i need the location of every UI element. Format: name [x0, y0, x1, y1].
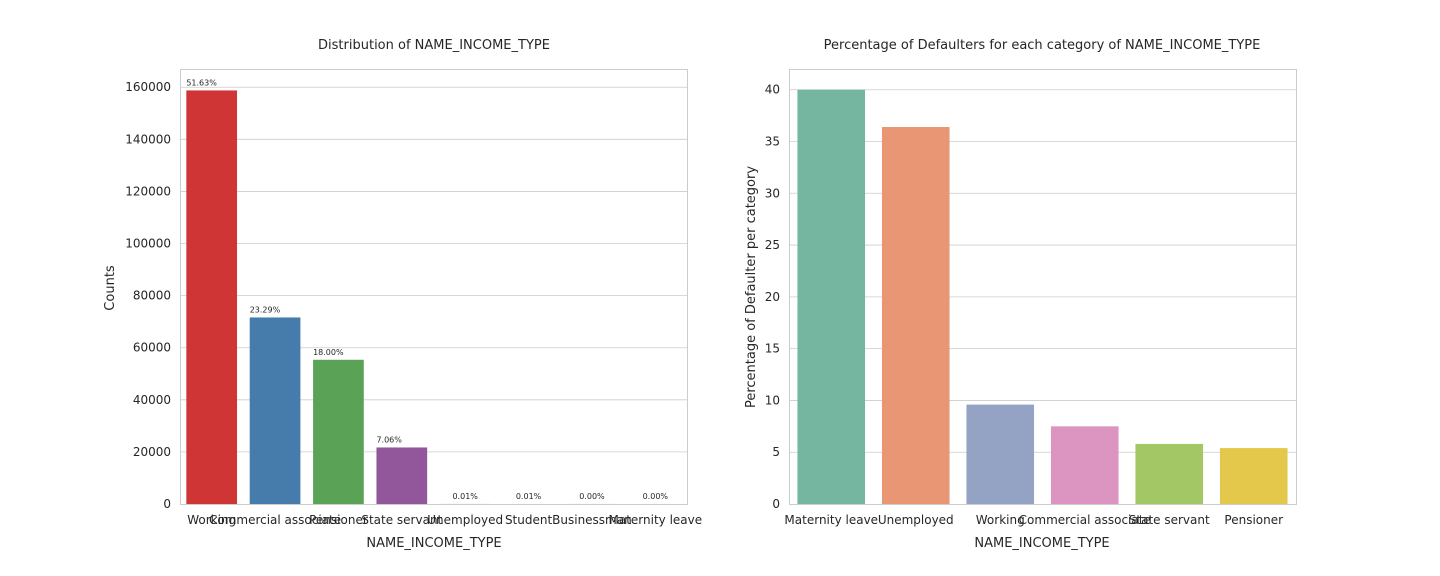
y-tick-label: 120000	[125, 184, 171, 198]
bar-pensioner	[313, 359, 364, 504]
y-tick-label: 40	[765, 83, 780, 97]
y-tick-label: 20000	[133, 445, 171, 459]
y-tick-labels: 0 5 10 15 20 25 30 35 40	[765, 83, 780, 511]
y-tick-label: 60000	[133, 341, 171, 355]
x-tick-label: Commercial associate	[209, 513, 341, 527]
y-tick-label: 10	[765, 393, 780, 407]
bar-commercial-associate	[1050, 426, 1119, 504]
bar-maternity-leave	[797, 89, 866, 504]
data-labels: 51.63% 23.29% 18.00% 7.06% 0.01% 0.01% 0.00% 0.…	[186, 78, 668, 501]
x-tick-label: Maternity leave	[608, 513, 702, 527]
data-label: 7.06%	[376, 435, 402, 444]
data-label: 0.01%	[452, 492, 478, 501]
x-tick-label: Working	[976, 513, 1025, 527]
bar-pensioner	[1219, 448, 1288, 504]
x-axis-label: NAME_INCOME_TYPE	[366, 536, 501, 551]
y-tick-label: 0	[772, 497, 780, 511]
bar-working	[966, 404, 1035, 504]
bars	[186, 90, 681, 505]
y-tick-label: 15	[765, 342, 780, 356]
chart-title: Distribution of NAME_INCOME_TYPE	[318, 38, 550, 53]
y-axis-label: Percentage of Defaulter per category	[744, 166, 759, 408]
grid-lines	[789, 89, 1296, 453]
y-tick-label: 140000	[125, 132, 171, 146]
y-tick-label: 25	[765, 238, 780, 252]
data-label: 0.01%	[516, 492, 542, 501]
y-tick-label: 100000	[125, 237, 171, 251]
y-tick-label: 0	[163, 497, 171, 511]
data-label: 51.63%	[186, 78, 217, 87]
data-label: 23.29%	[250, 305, 281, 314]
x-tick-label: Businessman	[552, 513, 632, 527]
bar-state-servant	[1135, 443, 1204, 504]
plot-frame	[180, 69, 688, 505]
x-tick-label: Maternity leave	[784, 513, 878, 527]
data-label: 18.00%	[313, 348, 344, 357]
plot-frame	[789, 69, 1297, 505]
x-tick-label: Working	[187, 513, 236, 527]
x-tick-label: Commercial associate	[1019, 513, 1151, 527]
x-tick-label: State servant	[1129, 513, 1210, 527]
x-tick-label: Pensioner	[1224, 513, 1283, 527]
bar-unemployed	[881, 127, 950, 504]
y-tick-label: 80000	[133, 289, 171, 303]
x-tick-label: Student	[505, 513, 553, 527]
x-tick-label: Unemployed	[878, 513, 954, 527]
chart-title: Percentage of Defaulters for each catego…	[824, 38, 1261, 53]
y-tick-label: 5	[772, 445, 780, 459]
bar-commercial-associate	[249, 317, 301, 504]
y-tick-label: 20	[765, 290, 780, 304]
defaulter-percentage-chart: Percentage of Defaulters for each catego…	[744, 38, 1297, 551]
income-type-distribution-chart: Distribution of NAME_INCOME_TYPE NAME_IN…	[103, 38, 702, 551]
y-tick-label: 160000	[125, 80, 171, 94]
y-tick-label: 30	[765, 186, 780, 200]
x-tick-label: Unemployed	[427, 513, 503, 527]
x-tick-labels: Maternity leave Unemployed WorkingCommerci…	[784, 513, 1283, 527]
x-tick-label: State servant	[361, 513, 442, 527]
y-axis-label: Counts	[103, 265, 118, 311]
y-tick-labels: 0 20000 40000 60000 80000 100000 120000 140000 1…	[125, 80, 171, 511]
y-tick-label: 35	[765, 135, 780, 149]
x-axis-label: NAME_INCOME_TYPE	[974, 536, 1109, 551]
bars	[797, 89, 1288, 504]
x-tick-label: Pensioner	[309, 513, 368, 527]
bar-working	[186, 90, 238, 505]
bar-state-servant	[376, 447, 428, 504]
y-tick-label: 40000	[133, 393, 171, 407]
data-label: 0.00%	[579, 492, 605, 501]
data-label: 0.00%	[643, 492, 669, 501]
